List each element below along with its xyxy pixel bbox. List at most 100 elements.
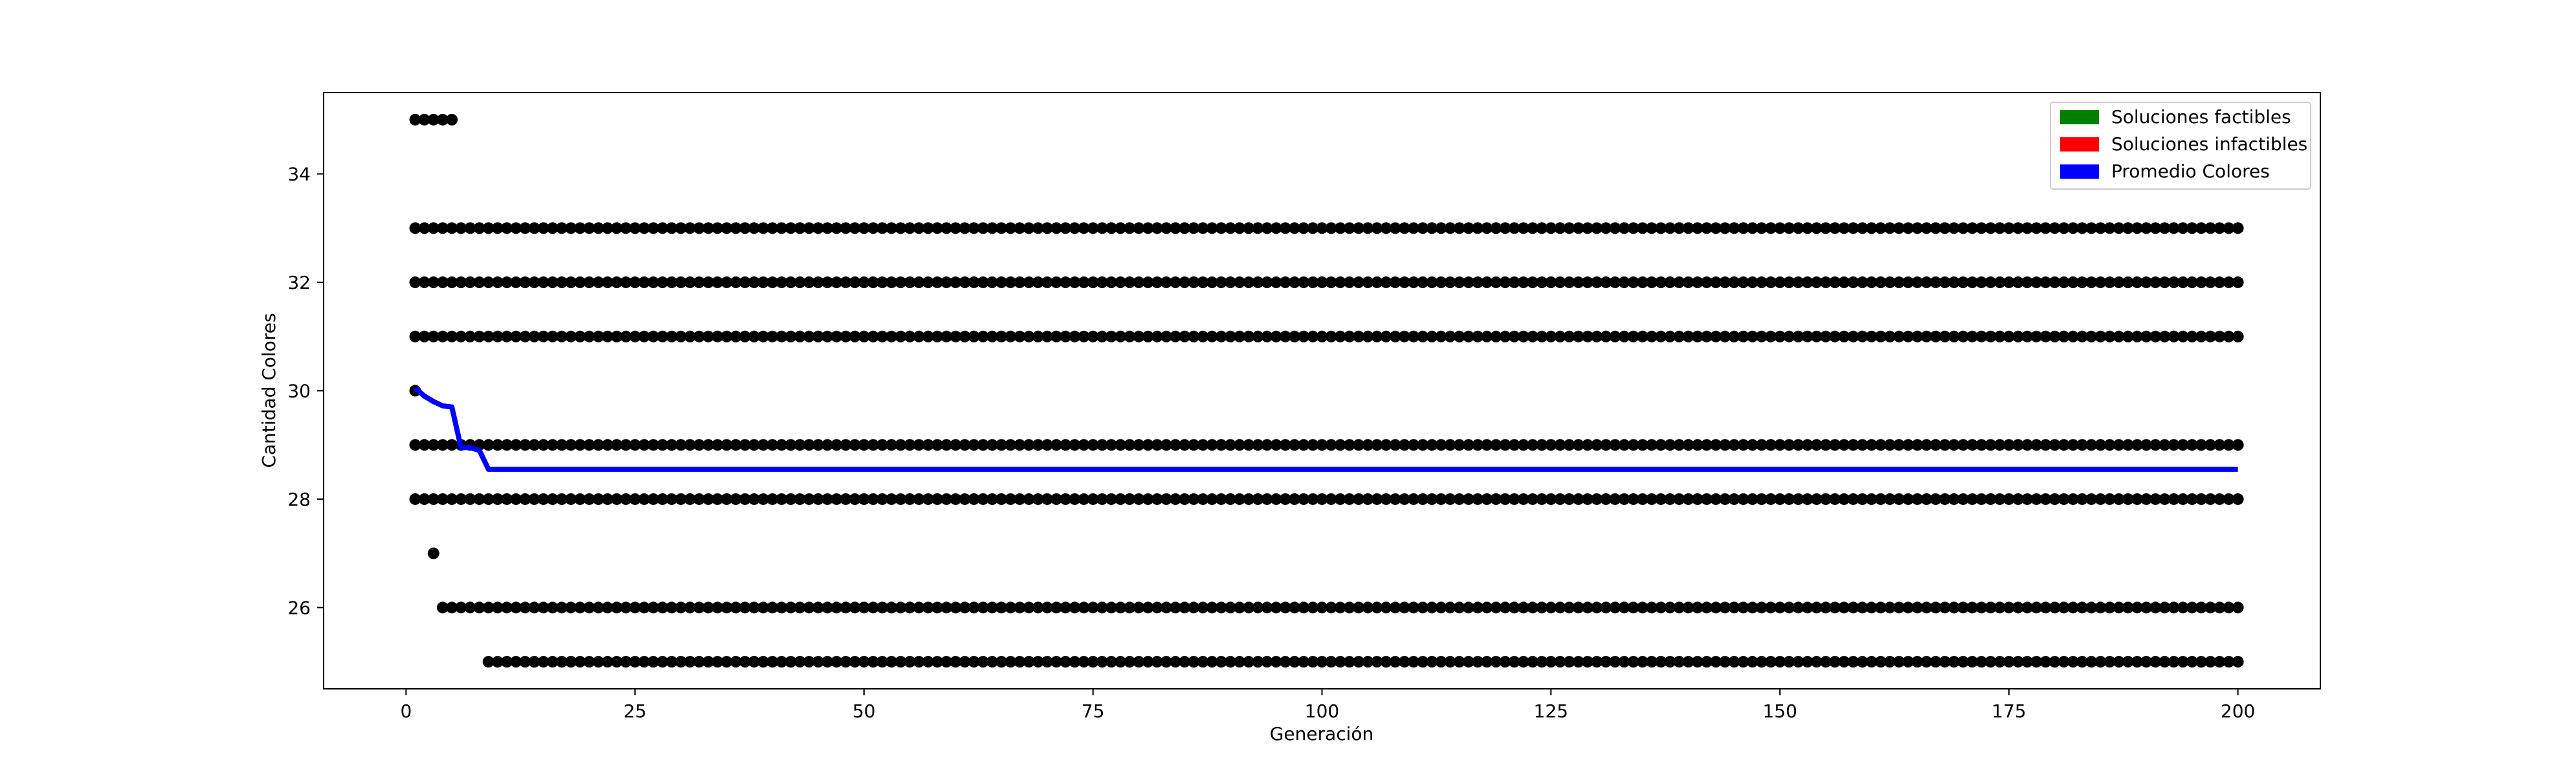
scatter-point bbox=[1856, 493, 1869, 505]
scatter-point bbox=[803, 222, 816, 234]
scatter-point bbox=[1252, 493, 1264, 505]
scatter-point bbox=[610, 330, 623, 342]
scatter-point bbox=[812, 330, 825, 342]
scatter-point bbox=[1041, 493, 1053, 505]
scatter-point bbox=[2021, 330, 2034, 342]
scatter-point bbox=[830, 439, 843, 451]
scatter-point bbox=[491, 276, 504, 289]
scatter-point bbox=[1636, 330, 1649, 342]
scatter-point bbox=[2058, 330, 2070, 342]
scatter-point bbox=[665, 439, 678, 451]
scatter-point bbox=[2113, 601, 2125, 614]
scatter-point bbox=[2204, 656, 2217, 668]
scatter-point bbox=[1096, 330, 1108, 342]
scatter-point bbox=[409, 493, 421, 505]
scatter-point bbox=[1911, 330, 1924, 342]
scatter-point bbox=[1847, 656, 1860, 668]
scatter-point bbox=[1325, 493, 1337, 505]
scatter-point bbox=[1032, 493, 1044, 505]
scatter-point bbox=[2039, 439, 2052, 451]
scatter-point bbox=[702, 601, 715, 614]
scatter-point bbox=[2104, 439, 2116, 451]
scatter-point bbox=[1453, 222, 1465, 234]
scatter-point bbox=[959, 656, 971, 668]
scatter-point bbox=[656, 330, 669, 342]
scatter-point bbox=[1581, 439, 1593, 451]
scatter-point bbox=[885, 276, 898, 289]
scatter-point bbox=[1078, 276, 1090, 289]
scatter-point bbox=[1764, 330, 1777, 342]
scatter-point bbox=[1353, 601, 1365, 614]
scatter-point bbox=[2021, 656, 2034, 668]
scatter-point bbox=[1133, 330, 1145, 342]
scatter-point bbox=[711, 439, 724, 451]
scatter-point bbox=[2214, 601, 2226, 614]
scatter-point bbox=[849, 276, 861, 289]
scatter-point bbox=[2049, 656, 2061, 668]
scatter-point bbox=[409, 330, 421, 342]
scatter-point bbox=[1307, 656, 1319, 668]
scatter-point bbox=[1398, 439, 1410, 451]
legend-label: Soluciones infactibles bbox=[2111, 133, 2307, 155]
scatter-point bbox=[1600, 493, 1612, 505]
scatter-point bbox=[1664, 330, 1676, 342]
scatter-point bbox=[1170, 439, 1182, 451]
scatter-point bbox=[1224, 601, 1236, 614]
scatter-point bbox=[1261, 276, 1273, 289]
scatter-point bbox=[1234, 656, 1246, 668]
scatter-point bbox=[1609, 439, 1621, 451]
scatter-point bbox=[812, 439, 825, 451]
scatter-point bbox=[1764, 656, 1777, 668]
scatter-point bbox=[1911, 276, 1924, 289]
scatter-point bbox=[2223, 493, 2235, 505]
legend-label: Soluciones factibles bbox=[2111, 106, 2291, 128]
scatter-point bbox=[1133, 439, 1145, 451]
scatter-point bbox=[592, 601, 605, 614]
scatter-point bbox=[995, 493, 1008, 505]
scatter-point bbox=[2076, 276, 2089, 289]
scatter-point bbox=[748, 656, 761, 668]
scatter-point bbox=[986, 222, 999, 234]
scatter-point bbox=[1874, 601, 1887, 614]
scatter-point bbox=[940, 493, 953, 505]
scatter-point bbox=[803, 276, 816, 289]
scatter-point bbox=[1133, 601, 1145, 614]
scatter-point bbox=[1984, 330, 1997, 342]
scatter-point bbox=[922, 493, 934, 505]
scatter-point bbox=[1151, 601, 1163, 614]
scatter-point bbox=[1792, 276, 1804, 289]
scatter-point bbox=[940, 330, 953, 342]
scatter-point bbox=[995, 222, 1008, 234]
scatter-point bbox=[1408, 601, 1420, 614]
scatter-point bbox=[1481, 222, 1493, 234]
scatter-point bbox=[1078, 439, 1090, 451]
scatter-point bbox=[1938, 276, 1951, 289]
scatter-point bbox=[2094, 222, 2107, 234]
scatter-point bbox=[1957, 601, 1970, 614]
scatter-point bbox=[2104, 222, 2116, 234]
scatter-point bbox=[1920, 330, 1933, 342]
scatter-point bbox=[1389, 656, 1401, 668]
scatter-point bbox=[1929, 276, 1942, 289]
scatter-point bbox=[1170, 493, 1182, 505]
scatter-point bbox=[1197, 493, 1209, 505]
scatter-point bbox=[1115, 601, 1127, 614]
scatter-point bbox=[1206, 222, 1218, 234]
scatter-point bbox=[711, 656, 724, 668]
scatter-point bbox=[555, 439, 568, 451]
scatter-point bbox=[1883, 276, 1896, 289]
scatter-point bbox=[1380, 330, 1392, 342]
scatter-point bbox=[1526, 601, 1538, 614]
scatter-point bbox=[2085, 656, 2098, 668]
scatter-point bbox=[1041, 656, 1053, 668]
scatter-point bbox=[537, 439, 550, 451]
scatter-point bbox=[1710, 222, 1722, 234]
scatter-point bbox=[638, 656, 650, 668]
scatter-point bbox=[2113, 439, 2125, 451]
scatter-point bbox=[510, 493, 522, 505]
scatter-point bbox=[867, 276, 880, 289]
scatter-point bbox=[1902, 493, 1915, 505]
scatter-point bbox=[2021, 222, 2034, 234]
scatter-point bbox=[1252, 330, 1264, 342]
scatter-point bbox=[1096, 276, 1108, 289]
